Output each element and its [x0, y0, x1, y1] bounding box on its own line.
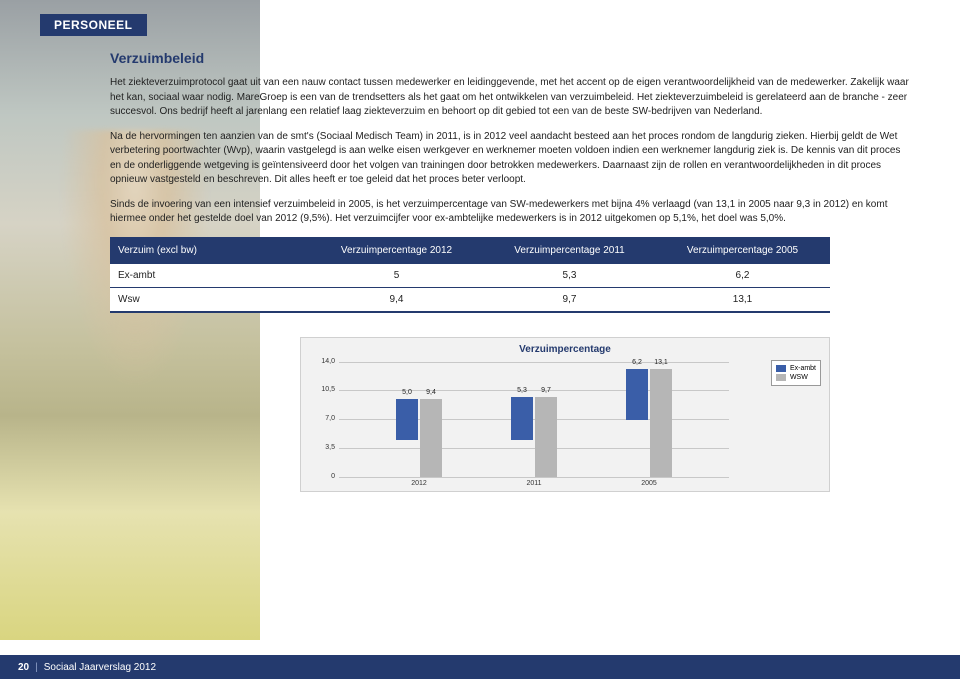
- th-3: Verzuimpercentage 2005: [656, 239, 829, 263]
- td: 6,2: [656, 264, 829, 287]
- th-2: Verzuimpercentage 2011: [483, 239, 656, 263]
- chart-xlabel: 2012: [384, 477, 454, 487]
- td: 9,4: [310, 288, 483, 311]
- legend-label: Ex-ambt: [790, 364, 816, 373]
- footer-doc-title: Sociaal Jaarverslag 2012: [44, 662, 156, 673]
- chart-bar: 5,3: [511, 397, 533, 441]
- chart-ylabel: 7,0: [313, 415, 335, 422]
- legend-row: Ex-ambt: [776, 364, 816, 373]
- chart-ylabel: 10,5: [313, 386, 335, 393]
- chart-bar-value: 5,3: [511, 387, 533, 394]
- td: 5: [310, 264, 483, 287]
- chart-bar: 13,1: [650, 369, 672, 477]
- chart-ylabel: 14,0: [313, 358, 335, 365]
- chart-bar: 9,7: [535, 397, 557, 477]
- verzuim-chart: Verzuimpercentage 03,57,010,514,05,09,42…: [300, 337, 830, 492]
- legend-row: WSW: [776, 373, 816, 382]
- legend-label: WSW: [790, 373, 808, 382]
- page-footer: 20 | Sociaal Jaarverslag 2012: [0, 655, 960, 679]
- paragraph-2: Na de hervormingen ten aanzien van de sm…: [110, 130, 910, 188]
- chart-xlabel: 2011: [499, 477, 569, 487]
- article-title: Verzuimbeleid: [110, 50, 910, 66]
- chart-bar-group: 6,213,12005: [614, 369, 684, 477]
- chart-bar: 5,0: [396, 399, 418, 440]
- chart-bar: 6,2: [626, 369, 648, 420]
- legend-swatch: [776, 365, 786, 372]
- th-0: Verzuim (excl bw): [110, 239, 310, 263]
- chart-xlabel: 2005: [614, 477, 684, 487]
- chart-legend: Ex-ambtWSW: [771, 360, 821, 386]
- table-header: Verzuim (excl bw) Verzuimpercentage 2012…: [110, 239, 830, 263]
- td: Wsw: [110, 288, 310, 311]
- chart-ylabel: 0: [313, 473, 335, 480]
- table-row: Ex-ambt 5 5,3 6,2: [110, 263, 830, 287]
- chart-bar-value: 13,1: [650, 359, 672, 366]
- chart-bar-value: 5,0: [396, 389, 418, 396]
- chart-bar-value: 6,2: [626, 359, 648, 366]
- td: 9,7: [483, 288, 656, 311]
- td: Ex-ambt: [110, 264, 310, 287]
- legend-swatch: [776, 374, 786, 381]
- table-row: Wsw 9,4 9,7 13,1: [110, 287, 830, 311]
- chart-bar-group: 5,09,42012: [384, 399, 454, 476]
- chart-bar-value: 9,4: [420, 389, 442, 396]
- td: 5,3: [483, 264, 656, 287]
- paragraph-1: Het ziekteverzuimprotocol gaat uit van e…: [110, 76, 910, 120]
- section-tab: PERSONEEL: [40, 14, 147, 36]
- chart-bar-value: 9,7: [535, 387, 557, 394]
- footer-separator: |: [35, 662, 38, 673]
- chart-bar-group: 5,39,72011: [499, 397, 569, 477]
- content-area: Verzuimbeleid Het ziekteverzuimprotocol …: [110, 50, 910, 492]
- th-1: Verzuimpercentage 2012: [310, 239, 483, 263]
- chart-title: Verzuimpercentage: [301, 344, 829, 355]
- paragraph-3: Sinds de invoering van een intensief ver…: [110, 198, 910, 227]
- chart-ylabel: 3,5: [313, 444, 335, 451]
- chart-bar: 9,4: [420, 399, 442, 476]
- page-number: 20: [18, 662, 29, 673]
- td: 13,1: [656, 288, 829, 311]
- chart-plot: 03,57,010,514,05,09,420125,39,720116,213…: [339, 362, 729, 477]
- verzuim-table: Verzuim (excl bw) Verzuimpercentage 2012…: [110, 237, 830, 313]
